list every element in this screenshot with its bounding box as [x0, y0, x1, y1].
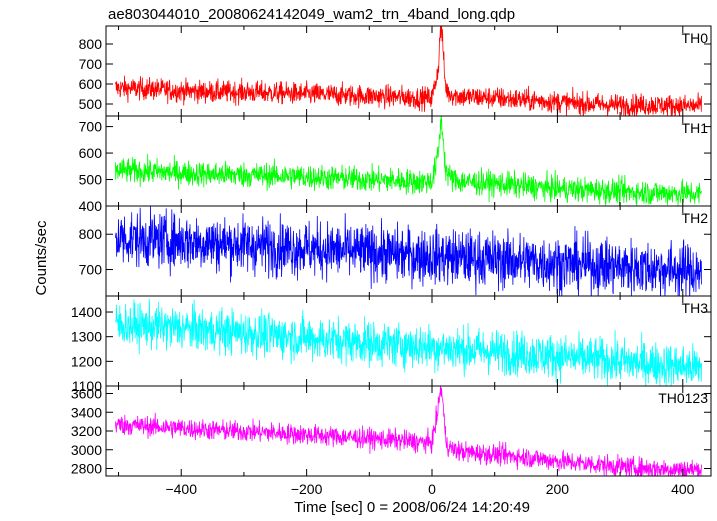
panel-label: TH0	[682, 30, 709, 46]
panel-th0: 500 600 700 800 TH0	[79, 25, 712, 117]
x-axis-title: Time [sec] 0 = 2008/06/24 14:20:49	[294, 499, 530, 516]
y-tick-label: 700	[79, 119, 103, 135]
y-tick-label: 3200	[71, 423, 102, 439]
y-tick-label: 800	[79, 36, 103, 52]
y-tick-label: 700	[79, 56, 103, 72]
y-tick-label: 1100	[72, 378, 102, 394]
panel-label: TH1	[682, 120, 709, 136]
y-tick-label: 1400	[71, 304, 102, 320]
y-tick-label: 600	[79, 76, 103, 92]
series-line-th3	[115, 298, 702, 386]
chart-title: ae803044010_20080624142049_wam2_trn_4ban…	[108, 6, 515, 23]
panel-th3: 1100 1200 1300 1400 TH3	[71, 295, 712, 394]
y-tick-label: 400	[79, 198, 103, 214]
y-tick-label: 700	[79, 262, 103, 278]
y-tick-label: 3400	[71, 404, 102, 420]
series-line-th0123	[115, 386, 702, 476]
x-tick-label: 200	[546, 481, 570, 497]
y-axis-title: Counts/sec	[33, 220, 50, 296]
y-tick-label: 2800	[71, 461, 102, 477]
y-tick-label: 800	[79, 226, 103, 242]
y-tick-label: 1300	[71, 329, 102, 345]
panel-th2: 700 800 TH2	[79, 205, 712, 297]
y-tick-label: 1200	[71, 353, 102, 369]
panels: 500 600 700 800 TH0 400 500 600 700 TH1 700 800 TH2 1…	[71, 25, 712, 497]
panel-label: TH0123	[658, 390, 708, 406]
x-tick-label: −400	[165, 481, 197, 497]
series-line-th0	[115, 26, 702, 116]
y-tick-label: 600	[79, 145, 103, 161]
series-line-th2	[115, 206, 702, 296]
panel-th0123: 2800 3000 3200 3400 3600 TH0123 −400 −200 0 200 40…	[71, 385, 712, 497]
panel-label: TH3	[682, 300, 709, 316]
y-tick-label: 3000	[71, 442, 102, 458]
series-line-th1	[115, 116, 702, 206]
x-tick-label: 400	[671, 481, 695, 497]
panel-th1: 400 500 600 700 TH1	[79, 115, 712, 214]
y-tick-label: 500	[79, 96, 103, 112]
x-tick-label: −200	[291, 481, 323, 497]
y-tick-label: 500	[79, 172, 103, 188]
x-tick-label: 0	[428, 481, 436, 497]
panel-label: TH2	[682, 210, 709, 226]
y-tick-label: 3600	[71, 386, 102, 402]
